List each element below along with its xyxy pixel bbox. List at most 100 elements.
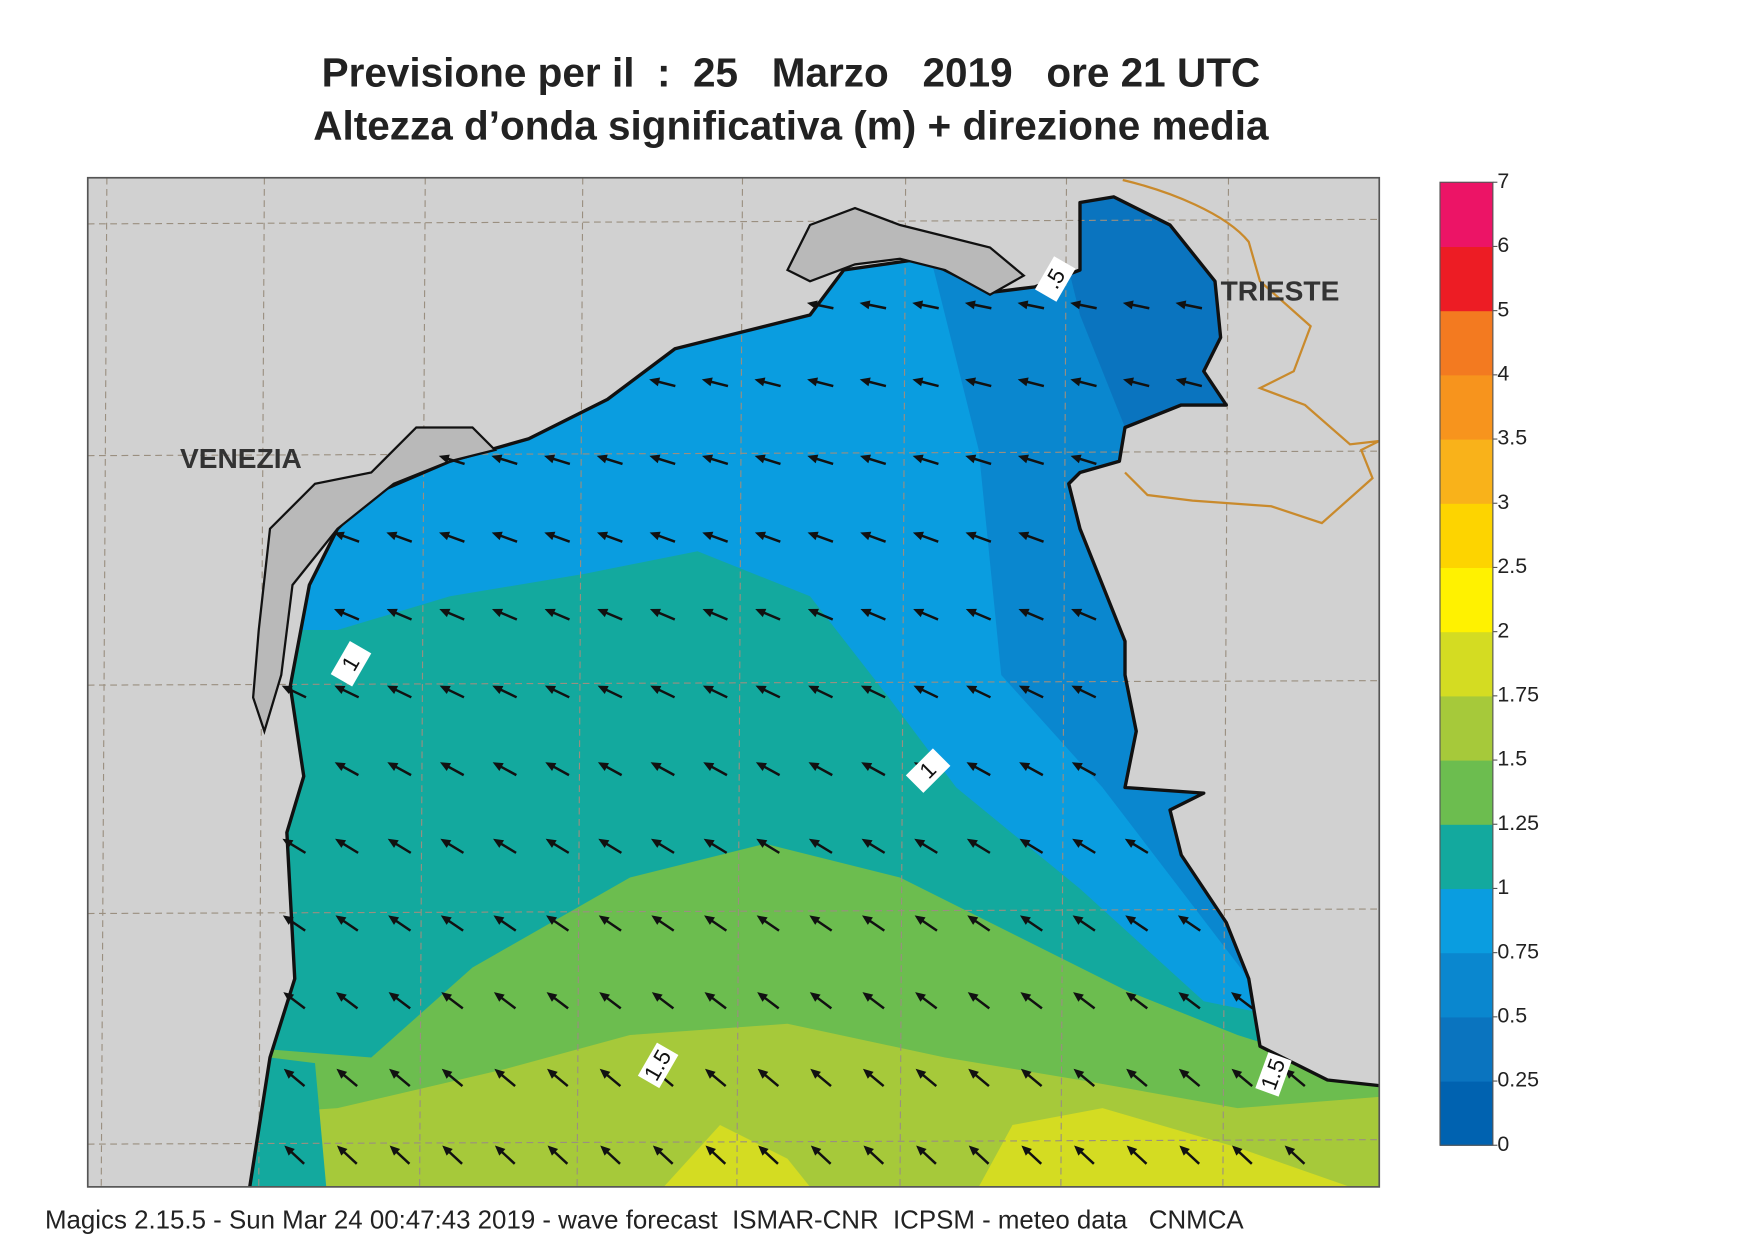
wave-arrow [387,762,412,777]
wave-arrow [705,1068,727,1088]
wave-arrow [1018,608,1044,621]
arrow-head [702,531,714,541]
wave-arrow [912,454,939,466]
arrow-head [493,838,505,848]
wave-arrow [754,531,781,543]
arrow-head [596,454,608,464]
arrow-head [1177,915,1189,925]
wave-arrow [1072,838,1096,854]
colorbar-tick-label: 1 [1497,875,1509,899]
arrow-head [649,531,661,541]
wave-arrow [333,531,360,543]
wave-arrow [965,454,992,466]
arrow-head [600,1145,611,1156]
wave-arrow [966,762,991,777]
wave-arrow [334,685,360,699]
footer: Magics 2.15.5 - Sun Mar 24 00:47:43 2019… [45,1207,1244,1235]
arrow-head [545,838,557,848]
arrow-head [964,300,976,310]
arrow-head [914,915,926,925]
contour-label-box [1034,256,1076,302]
arrow-head [965,454,977,464]
arrow-head [389,1068,400,1079]
wave-arrow [1178,992,1201,1010]
arrow-head [598,915,610,925]
wave-arrow [705,1145,727,1165]
wave-arrow [1020,992,1043,1010]
arrow-head [1175,300,1187,310]
arrow-head [335,992,347,1002]
arrow-head [755,762,767,771]
wave-arrow [860,685,886,699]
arrow-head [599,992,611,1002]
arrow-head [1019,915,1031,925]
wave-arrow [600,1145,621,1165]
parallel [87,218,1380,225]
arrow-head [333,531,345,541]
arrow-head [810,1068,821,1079]
colorbar-bin [1440,631,1493,697]
wave-arrow [598,838,623,854]
arrow-head [754,454,766,464]
arrow-head [758,1145,769,1156]
arrow-head [491,531,503,541]
arrow-head [650,685,662,695]
wave-arrow [491,608,518,621]
arrow-head [282,915,294,925]
wave-arrow [862,915,886,932]
arrow-head [547,1068,558,1079]
arrow-head [914,838,926,848]
wave-arrow [440,915,464,932]
contour-label-box [905,748,951,793]
parallel [87,680,1380,686]
colorbar-bin [1440,503,1493,569]
wave-arrow [652,1145,674,1165]
arrow-head [702,608,714,618]
wave-arrow [284,1145,305,1165]
arrow-head [1017,377,1029,387]
arrow-head [493,915,505,925]
arrow-head [966,685,978,695]
wave-arrow [597,685,623,699]
wave-arrow [756,915,780,932]
wave-arrow [596,531,623,543]
arrow-head [283,1068,295,1079]
arrow-head [386,608,398,618]
wave-arrow [1175,377,1203,388]
map-frame [86,176,1381,1188]
wave-arrow [1019,762,1044,777]
arrow-head [492,685,504,695]
arrow-head [1020,1068,1032,1079]
arrow-head [1231,992,1242,1002]
arrow-head [439,531,451,541]
arrow-head [754,377,766,387]
arrow-head [703,762,715,771]
wave-arrow [546,992,569,1010]
colorbar-tick-label: 1.5 [1497,747,1527,771]
arrow-head [966,838,978,848]
arrow-head [754,531,766,541]
arrow-head [806,300,818,310]
colorbar-tick-label: 3 [1497,490,1509,514]
wave-arrow [336,1145,358,1165]
arrow-head [544,454,556,464]
wave-arrow [1019,838,1044,854]
wave-arrow [758,1145,779,1165]
arrow-head [388,992,400,1002]
arrow-head [335,915,347,925]
wave-height-area [978,1108,1350,1187]
wave-arrow [649,608,676,621]
colorbar-frame [1439,181,1494,1146]
arrow-head [912,454,924,464]
colorbar-tick-label: 3.5 [1497,426,1527,450]
arrow-head [387,762,399,771]
arrow-head [439,608,451,618]
wave-arrow [808,685,834,699]
arrow-head [1020,992,1032,1002]
wave-arrow [1071,608,1097,621]
wave-arrow [702,608,728,621]
wave-arrow [966,685,991,699]
wave-arrow [967,915,991,932]
wave-arrow [912,300,939,310]
